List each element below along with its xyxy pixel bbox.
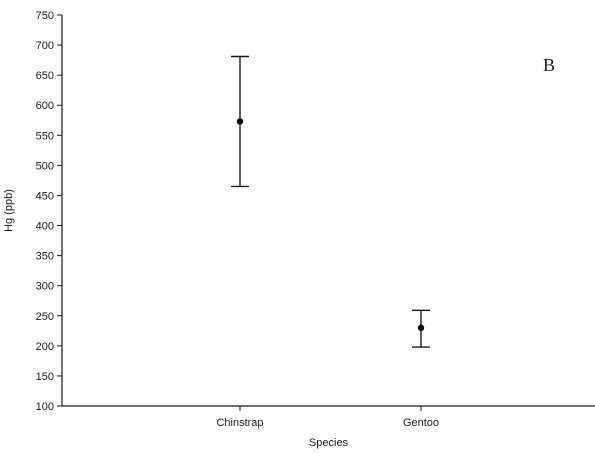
x-axis-ticks: Chinstrap Gentoo [216,406,439,429]
y-tick-label: 150 [36,371,54,383]
y-tick-label: 300 [36,281,54,293]
panel-label: B [543,55,555,75]
y-tick-label: 100 [36,401,54,413]
x-tick-label: Gentoo [403,417,439,429]
y-tick-label: 350 [36,251,54,263]
y-tick-label: 200 [36,341,54,353]
data-points [236,118,425,331]
y-tick-label: 500 [36,160,54,172]
y-tick-label: 750 [36,10,54,22]
y-tick-label: 550 [36,130,54,142]
plot-area [61,15,595,407]
y-tick-label: 600 [36,100,54,112]
y-axis-ticks: 100 150 200 250 300 350 400 450 500 550 600 650 700 7… [36,10,62,413]
y-tick-label: 250 [36,311,54,323]
x-axis-title: Species [309,437,349,449]
mean-point [236,118,244,125]
y-axis-title: Hg (ppb) [3,189,15,232]
x-tick-label: Chinstrap [216,417,263,429]
mean-point [417,324,425,331]
y-tick-label: 650 [36,70,54,82]
error-bars [231,55,430,348]
y-tick-label: 450 [36,190,54,202]
y-tick-label: 700 [36,40,54,52]
y-tick-label: 400 [36,221,54,233]
